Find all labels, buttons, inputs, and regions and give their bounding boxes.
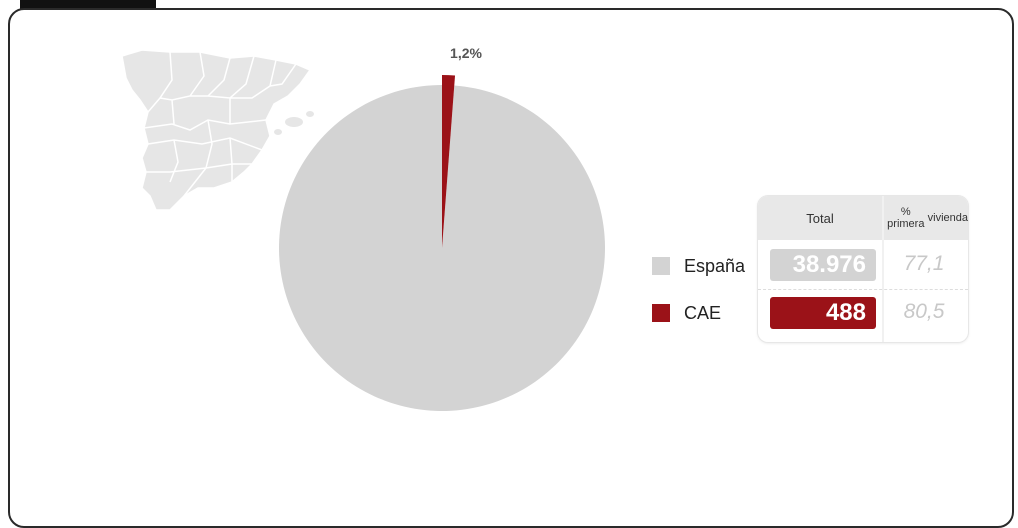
balearic-islands: [274, 111, 314, 135]
legend-swatch-spain: [652, 257, 670, 275]
column-header-pct: % primera vivienda: [884, 196, 968, 240]
pie-slice-label: 1,2%: [450, 45, 482, 61]
legend-swatch-cae: [652, 304, 670, 322]
column-header-pct-line1: % primera: [887, 206, 925, 230]
pct-value-cae: 80,5: [903, 300, 945, 323]
pct-value-spain: 77,1: [903, 252, 945, 275]
column-divider: [882, 196, 884, 342]
legend-label-spain: España: [684, 256, 746, 276]
region-borders: [143, 51, 297, 197]
total-value-spain: 38.976: [770, 249, 876, 281]
pie-chart: [279, 75, 605, 411]
legend-label-cae: CAE: [684, 303, 722, 323]
column-header-pct-line2: vivienda: [927, 212, 968, 224]
total-value-cae: 488: [770, 297, 876, 329]
spain-map-icon: [121, 49, 314, 211]
pie-slice-cae: [442, 75, 456, 248]
data-table: Total % primera vivienda 38.976 77,1 488…: [758, 196, 968, 342]
row-divider: [758, 289, 968, 290]
column-header-total: Total: [758, 196, 882, 240]
